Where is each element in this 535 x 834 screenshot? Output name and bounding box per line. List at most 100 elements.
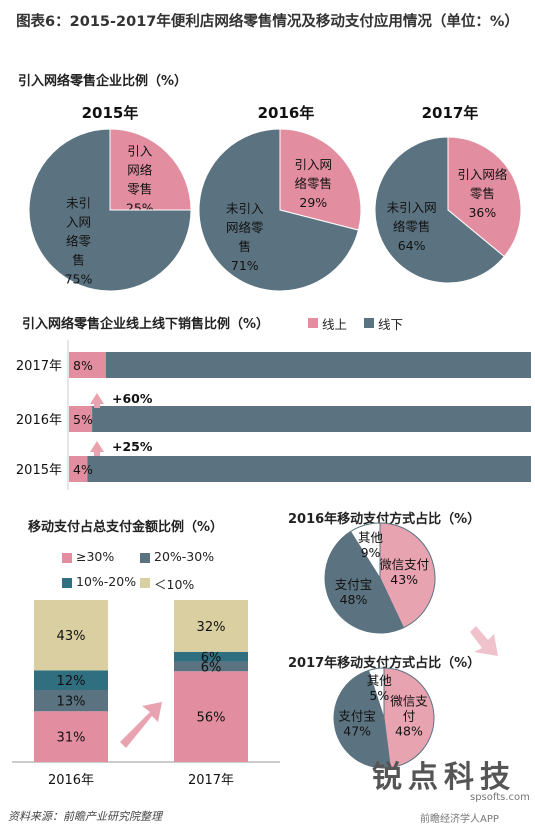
legend-offline-label: 线下 xyxy=(378,317,404,332)
pie-1-slice-0 xyxy=(279,128,362,231)
pie-0-label-1-line-1: 入网 xyxy=(66,215,91,230)
main-title: 图表6：2015-2017年便利店网络零售情况及移动支付应用情况（单位：%） xyxy=(16,14,519,30)
pay-5-label-2-line-1: 9% xyxy=(361,545,381,560)
pie-2-label-0-line-0: 引入网络 xyxy=(457,167,508,182)
pay-6-label-2-line-1: 5% xyxy=(369,688,389,703)
pie-0-label-1-line-2: 络零 xyxy=(66,234,92,249)
pie-0-slice-0 xyxy=(109,128,192,211)
source-note: 资料来源：前瞻产业研究院整理 xyxy=(8,810,162,823)
pie-1-label-1-line-1: 网络零 xyxy=(226,220,264,235)
watermark-url: spsofts.com xyxy=(470,792,530,803)
pie-2016-title: 2016年 xyxy=(257,104,315,122)
vbar-1-seg-2 xyxy=(174,651,248,662)
pay-5-label-0-line-1: 43% xyxy=(390,572,418,587)
pay2017-title: 2017年移动支付方式占比（%） xyxy=(288,656,481,671)
vbar-0-label-0: 31% xyxy=(57,731,86,746)
pie-2-label-1-line-2: 64% xyxy=(398,238,426,253)
pay-6-label-0-line-1: 付 xyxy=(403,708,416,723)
vbar-1-label-1: 6% xyxy=(201,660,222,675)
pay-5-label-0-line-0: 微信支付 xyxy=(379,557,429,572)
pay-5-label-2-line-0: 其他 xyxy=(358,530,384,545)
legend-lt10-label: ＜10% xyxy=(154,577,195,592)
pie-0-label-0-line-0: 引入 xyxy=(127,144,153,159)
legend-10-20-label: 10%-20% xyxy=(76,574,137,589)
hbar-value-label-1: 5% xyxy=(73,412,93,427)
vbar-1-seg-0 xyxy=(174,671,248,762)
vbar-0-seg-1 xyxy=(34,690,108,712)
vbar-category-1: 2017年 xyxy=(188,773,234,788)
pie-0-label-0-line-1: 网络 xyxy=(127,163,153,178)
vbar-1-label-2: 6% xyxy=(201,651,222,666)
vbar-1-label-0: 56% xyxy=(197,711,226,726)
pay-6-label-1-line-0: 支付宝 xyxy=(338,708,376,723)
pay-5-label-1-line-1: 48% xyxy=(340,592,368,607)
hbar-2-seg-1 xyxy=(87,456,531,482)
hbar-0-seg-1 xyxy=(105,352,532,378)
hbar-2-seg-0 xyxy=(69,456,88,482)
hbar-category-0: 2017年 xyxy=(16,359,62,374)
vbar-0-seg-3 xyxy=(34,600,108,671)
vbar-1-label-3: 32% xyxy=(197,620,226,635)
legend-ge30-label: ≥30% xyxy=(76,549,115,564)
hbar-0-seg-0 xyxy=(69,352,106,378)
legend-lt10-swatch xyxy=(140,578,150,588)
pay-5-label-1-line-0: 支付宝 xyxy=(335,577,373,592)
pay-6-label-0-line-2: 48% xyxy=(395,723,423,738)
vbar-1-seg-1 xyxy=(174,661,248,672)
watermark-app-text: 前瞻经济学人APP xyxy=(420,814,499,825)
pie-1-label-1-line-0: 未引入 xyxy=(226,201,264,216)
pie-2-label-0-line-1: 零售 xyxy=(470,186,495,201)
pie-2-slice-0 xyxy=(447,136,522,258)
hbar-annotation-1: +25% xyxy=(112,439,153,454)
hbar-category-1: 2016年 xyxy=(16,413,62,428)
pie-2-label-0-line-2: 36% xyxy=(468,205,496,220)
vbar-0-label-2: 12% xyxy=(57,674,86,689)
pie-1-label-0-line-1: 络零售 xyxy=(295,176,333,191)
pie-1-label-0-line-2: 29% xyxy=(299,195,327,210)
pay-6-label-1-line-1: 47% xyxy=(343,723,371,738)
hbar-value-label-0: 8% xyxy=(73,358,93,373)
legend-ge30-swatch xyxy=(62,553,72,563)
legend-offline-swatch xyxy=(364,318,374,328)
pie-2-slice-1 xyxy=(374,136,505,284)
hbar-growth-arrow-1 xyxy=(90,441,104,456)
legend-10-20-swatch xyxy=(62,578,72,588)
vbar-0-label-1: 13% xyxy=(57,695,86,710)
pie-2017-title: 2017年 xyxy=(421,104,479,122)
legend-20-30-swatch xyxy=(140,553,150,563)
hbar-title: 引入网络零售企业线上线下销售比例（%） xyxy=(22,317,270,332)
pay-5-slice-2 xyxy=(349,522,381,580)
vbar-title: 移动支付占总支付金额比例（%） xyxy=(28,520,224,535)
vbar-0-label-3: 43% xyxy=(57,629,86,644)
hbar-category-2: 2015年 xyxy=(16,463,62,478)
pie-0-label-1-line-0: 未引 xyxy=(66,196,91,211)
vbar-0-seg-2 xyxy=(34,670,108,690)
legend-online-swatch xyxy=(308,318,318,328)
pay-6-slice-2 xyxy=(367,667,385,719)
legend-online-label: 线上 xyxy=(322,317,348,332)
pie-section-title: 引入网络零售企业比例（%） xyxy=(18,74,188,89)
hbar-1-seg-0 xyxy=(69,406,93,432)
pay-6-label-0-line-0: 微信支 xyxy=(390,693,428,708)
pie-1-label-1-line-3: 71% xyxy=(231,258,259,273)
watermark-logo-text: 锐点科技 xyxy=(372,760,516,795)
pie-2-label-1-line-0: 未引入网 xyxy=(387,200,437,215)
pie-2015-title: 2015年 xyxy=(81,104,139,122)
pay-6-label-2-line-0: 其他 xyxy=(367,673,393,688)
pay-trend-arrow xyxy=(470,626,498,656)
hbar-annotation-0: +60% xyxy=(112,391,153,406)
pay-6-slice-0 xyxy=(383,667,435,769)
hbar-1-seg-1 xyxy=(92,406,531,432)
vbar-1-seg-3 xyxy=(174,600,248,652)
hbar-growth-arrow-0 xyxy=(90,393,104,408)
pay-5-slice-1 xyxy=(324,530,405,634)
pie-1-label-0-line-0: 引入网 xyxy=(295,157,333,172)
vbar-category-0: 2016年 xyxy=(48,773,94,788)
pie-1-label-1-line-2: 售 xyxy=(239,239,252,254)
hbar-value-label-2: 4% xyxy=(73,462,93,477)
vbar-growth-arrow xyxy=(120,702,162,748)
legend-20-30-label: 20%-30% xyxy=(154,549,215,564)
pie-0-slice-1 xyxy=(28,128,192,292)
pay-5-slice-0 xyxy=(379,522,436,629)
